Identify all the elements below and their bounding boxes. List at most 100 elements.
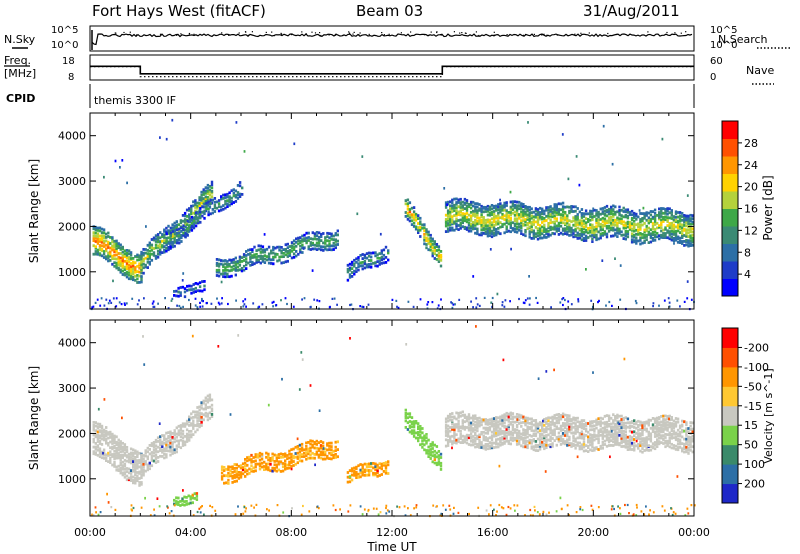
- nsky-noise-point: [475, 31, 477, 33]
- range-cell: [566, 429, 569, 433]
- range-cell: [559, 213, 563, 216]
- range-cell: [660, 233, 663, 237]
- range-cell: [117, 444, 120, 447]
- range-cell: [163, 456, 166, 460]
- range-cell: [117, 246, 120, 249]
- range-cell: [367, 251, 371, 255]
- range-cell: [96, 229, 100, 232]
- range-cell: [538, 444, 542, 448]
- range-cell: [633, 448, 636, 452]
- range-cell: [169, 449, 172, 453]
- range-cell: [518, 413, 521, 417]
- range-cell: [670, 424, 673, 428]
- range-cell: [678, 442, 682, 446]
- range-cell: [672, 215, 676, 218]
- range-cell: [102, 239, 106, 243]
- range-cell: [238, 195, 242, 198]
- range-cell: [538, 236, 542, 240]
- noise-cell: [301, 298, 303, 301]
- sparse-cell: [575, 155, 578, 158]
- range-cell: [188, 228, 191, 231]
- range-cell: [668, 421, 671, 425]
- range-cell: [459, 435, 462, 439]
- range-cell: [672, 426, 676, 430]
- noise-cell: [605, 304, 607, 307]
- range-cell: [98, 439, 102, 443]
- range-cell: [156, 249, 160, 253]
- range-cell: [183, 290, 187, 294]
- range-cell: [551, 220, 554, 224]
- range-cell: [207, 210, 210, 214]
- range-cell: [630, 443, 634, 447]
- range-cell: [134, 481, 137, 485]
- nave-tick-bottom: 0: [710, 72, 716, 83]
- range-cell: [662, 430, 665, 434]
- range-cell: [551, 232, 554, 235]
- range-cell: [672, 227, 676, 231]
- range-cell: [618, 414, 621, 418]
- range-cell: [140, 253, 143, 256]
- range-cell: [639, 236, 642, 240]
- range-cell: [503, 415, 506, 419]
- range-cell: [612, 218, 615, 222]
- range-cell: [228, 203, 231, 207]
- range-cell: [482, 228, 485, 232]
- noise-cell: [449, 508, 452, 511]
- range-cell: [501, 441, 504, 445]
- range-cell: [421, 439, 424, 443]
- range-cell: [152, 443, 156, 447]
- noise-cell: [202, 300, 204, 303]
- range-cell: [595, 446, 598, 449]
- range-cell: [276, 245, 279, 249]
- range-cell: [361, 468, 364, 472]
- range-cell: [624, 416, 627, 420]
- range-cell: [152, 238, 156, 242]
- noise-cell: [564, 298, 566, 302]
- range-cell: [123, 273, 127, 277]
- range-cell: [570, 426, 573, 429]
- range-cell: [532, 419, 535, 422]
- range-cell: [129, 461, 133, 465]
- range-cell: [195, 492, 199, 495]
- nsky-noise-point: [368, 33, 370, 35]
- range-cell: [406, 428, 410, 431]
- range-cell: [597, 210, 600, 214]
- range-cell: [595, 229, 598, 233]
- range-cell: [94, 445, 97, 449]
- range-cell: [134, 261, 137, 265]
- range-cell: [98, 434, 102, 438]
- range-cell: [561, 428, 565, 432]
- range-cell: [641, 447, 644, 450]
- range-cell: [453, 220, 456, 224]
- range-cell: [250, 460, 253, 464]
- range-cell: [300, 448, 304, 452]
- range-cell: [96, 445, 100, 449]
- range-cell: [134, 463, 137, 467]
- range-cell: [138, 461, 141, 465]
- range-cell: [520, 437, 523, 441]
- range-cell: [439, 452, 443, 456]
- noise-cell: [452, 303, 455, 306]
- range-cell: [171, 228, 174, 231]
- range-cell: [173, 240, 177, 244]
- range-cell: [593, 435, 596, 439]
- range-cell: [469, 219, 473, 222]
- colorbar-tick-label: 28: [744, 137, 758, 150]
- range-cell: [545, 422, 548, 425]
- range-cell: [469, 436, 473, 440]
- range-cell: [435, 243, 439, 246]
- range-cell: [105, 453, 108, 457]
- range-cell: [564, 440, 567, 443]
- range-cell: [637, 437, 640, 440]
- sparse-cell: [159, 136, 161, 139]
- range-cell: [639, 420, 642, 424]
- range-cell: [250, 464, 253, 468]
- range-cell: [260, 457, 264, 461]
- noise-cell: [349, 303, 351, 307]
- noise-cell: [328, 306, 331, 309]
- range-cell: [580, 423, 584, 427]
- range-cell: [105, 459, 108, 462]
- noise-cell: [124, 303, 126, 306]
- range-cell: [417, 439, 420, 443]
- range-cell: [265, 451, 268, 455]
